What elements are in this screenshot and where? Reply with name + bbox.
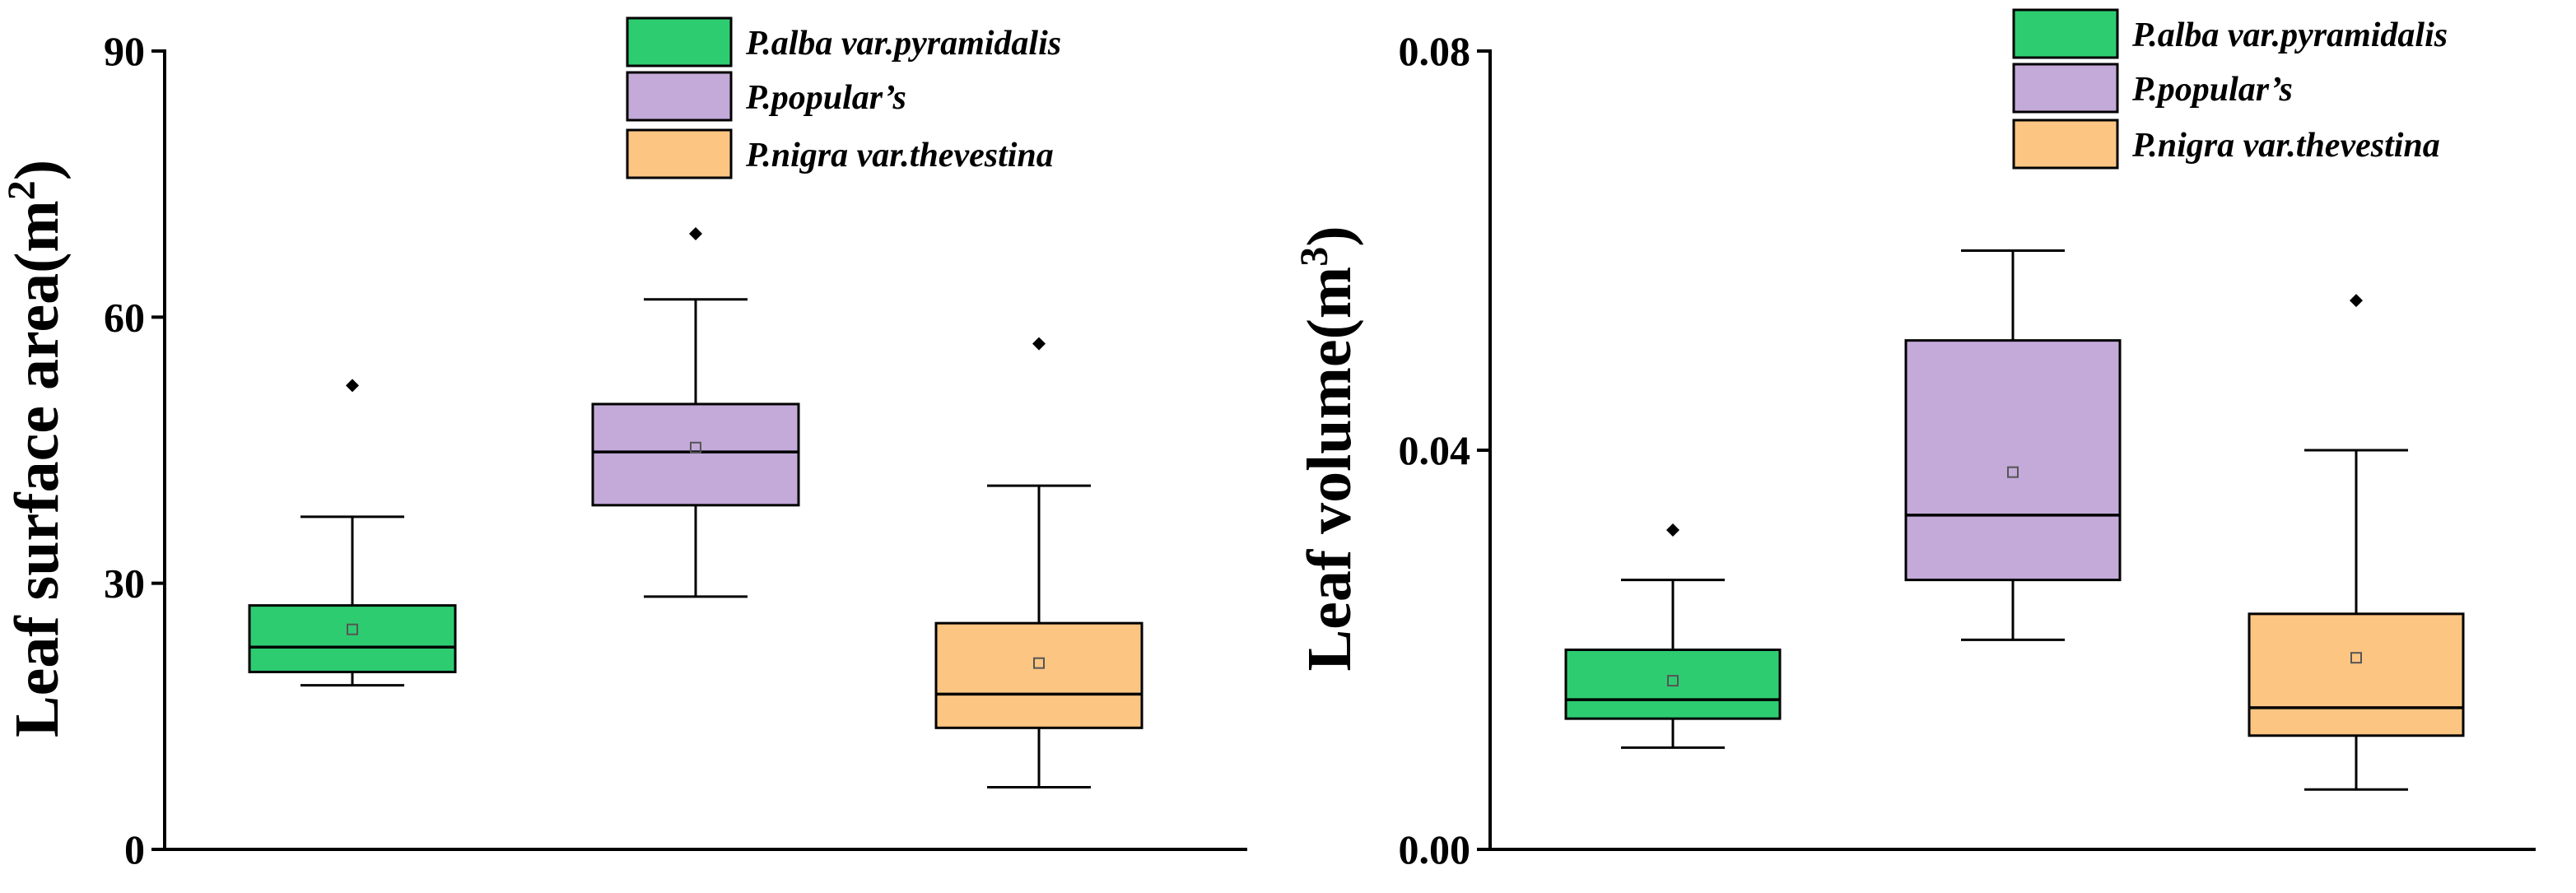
- y-tick-label-0: 0: [124, 826, 145, 872]
- y-tick-label-30: 30: [104, 560, 145, 607]
- outlier-point: [689, 227, 702, 241]
- box-p-alba-var-pyramidalis: [1564, 523, 1782, 749]
- iqr-box: [1904, 339, 2122, 582]
- boxes: [1564, 249, 2465, 791]
- y-tick-label-60: 60: [104, 294, 145, 340]
- iqr-box: [248, 604, 457, 673]
- iqr-box: [1564, 649, 1782, 720]
- axes: [151, 49, 1247, 851]
- y-tick-label-0.08: 0.08: [1399, 28, 1471, 74]
- box-p-nigra-var-thevestina: [2248, 294, 2465, 791]
- iqr-box: [591, 402, 800, 507]
- y-axis-label-leaf-surface-area: Leaf surface area(m2): [0, 160, 72, 737]
- legend: P.alba var.pyramidalis P.popular’s P.nig…: [2012, 8, 2448, 170]
- legend-label-p-alba: P.alba var.pyramidalis: [745, 25, 1061, 63]
- y-tick-label-0.04: 0.04: [1399, 427, 1471, 473]
- mean-marker: [2007, 466, 2019, 478]
- chart-leaf-volume: Leaf volume(m3) 0.00 0.04 0.08 P.alba va…: [1293, 8, 2536, 872]
- outlier-point: [1666, 523, 1679, 537]
- legend-swatch-p-alba: [626, 16, 733, 67]
- y-tick-labels: 0 30 60 90: [104, 28, 145, 872]
- box-p-popular-s: [591, 227, 800, 598]
- chart-leaf-surface-area: Leaf surface area(m2) 0 30 60 90 P.alba …: [0, 16, 1247, 872]
- legend-swatch-p-populars: [626, 71, 733, 122]
- legend-label-p-nigra: P.nigra var.thevestina: [2131, 127, 2440, 165]
- boxes: [248, 227, 1144, 789]
- legend-swatch-p-alba: [2012, 8, 2119, 59]
- legend-swatch-p-nigra: [2012, 119, 2119, 170]
- axes: [1477, 49, 2536, 851]
- legend-label-p-nigra: P.nigra var.thevestina: [745, 137, 1054, 174]
- box-p-popular-s: [1904, 249, 2122, 641]
- legend-swatch-p-nigra: [626, 128, 733, 179]
- box-p-alba-var-pyramidalis: [248, 379, 457, 687]
- legend-swatch-p-populars: [2012, 63, 2119, 114]
- legend-label-p-alba: P.alba var.pyramidalis: [2131, 16, 2448, 54]
- mean-marker: [347, 623, 358, 635]
- outlier-point: [1032, 337, 1046, 351]
- mean-marker: [2350, 652, 2362, 664]
- legend: P.alba var.pyramidalis P.popular’s P.nig…: [626, 16, 1061, 179]
- legend-label-p-populars: P.popular’s: [2131, 71, 2293, 109]
- mean-marker: [1033, 657, 1045, 669]
- y-axis-label-leaf-volume: Leaf volume(m3): [1293, 226, 1364, 671]
- mean-marker: [1667, 675, 1679, 687]
- y-tick-label-0.00: 0.00: [1399, 826, 1471, 872]
- legend-label-p-populars: P.popular’s: [745, 79, 906, 117]
- iqr-box: [934, 621, 1144, 729]
- y-tick-label-90: 90: [104, 28, 145, 74]
- mean-marker: [690, 441, 701, 453]
- y-tick-labels: 0.00 0.04 0.08: [1399, 28, 1471, 872]
- outlier-point: [2350, 294, 2363, 308]
- box-p-nigra-var-thevestina: [934, 337, 1144, 789]
- iqr-box: [2248, 612, 2465, 737]
- outlier-point: [346, 379, 359, 393]
